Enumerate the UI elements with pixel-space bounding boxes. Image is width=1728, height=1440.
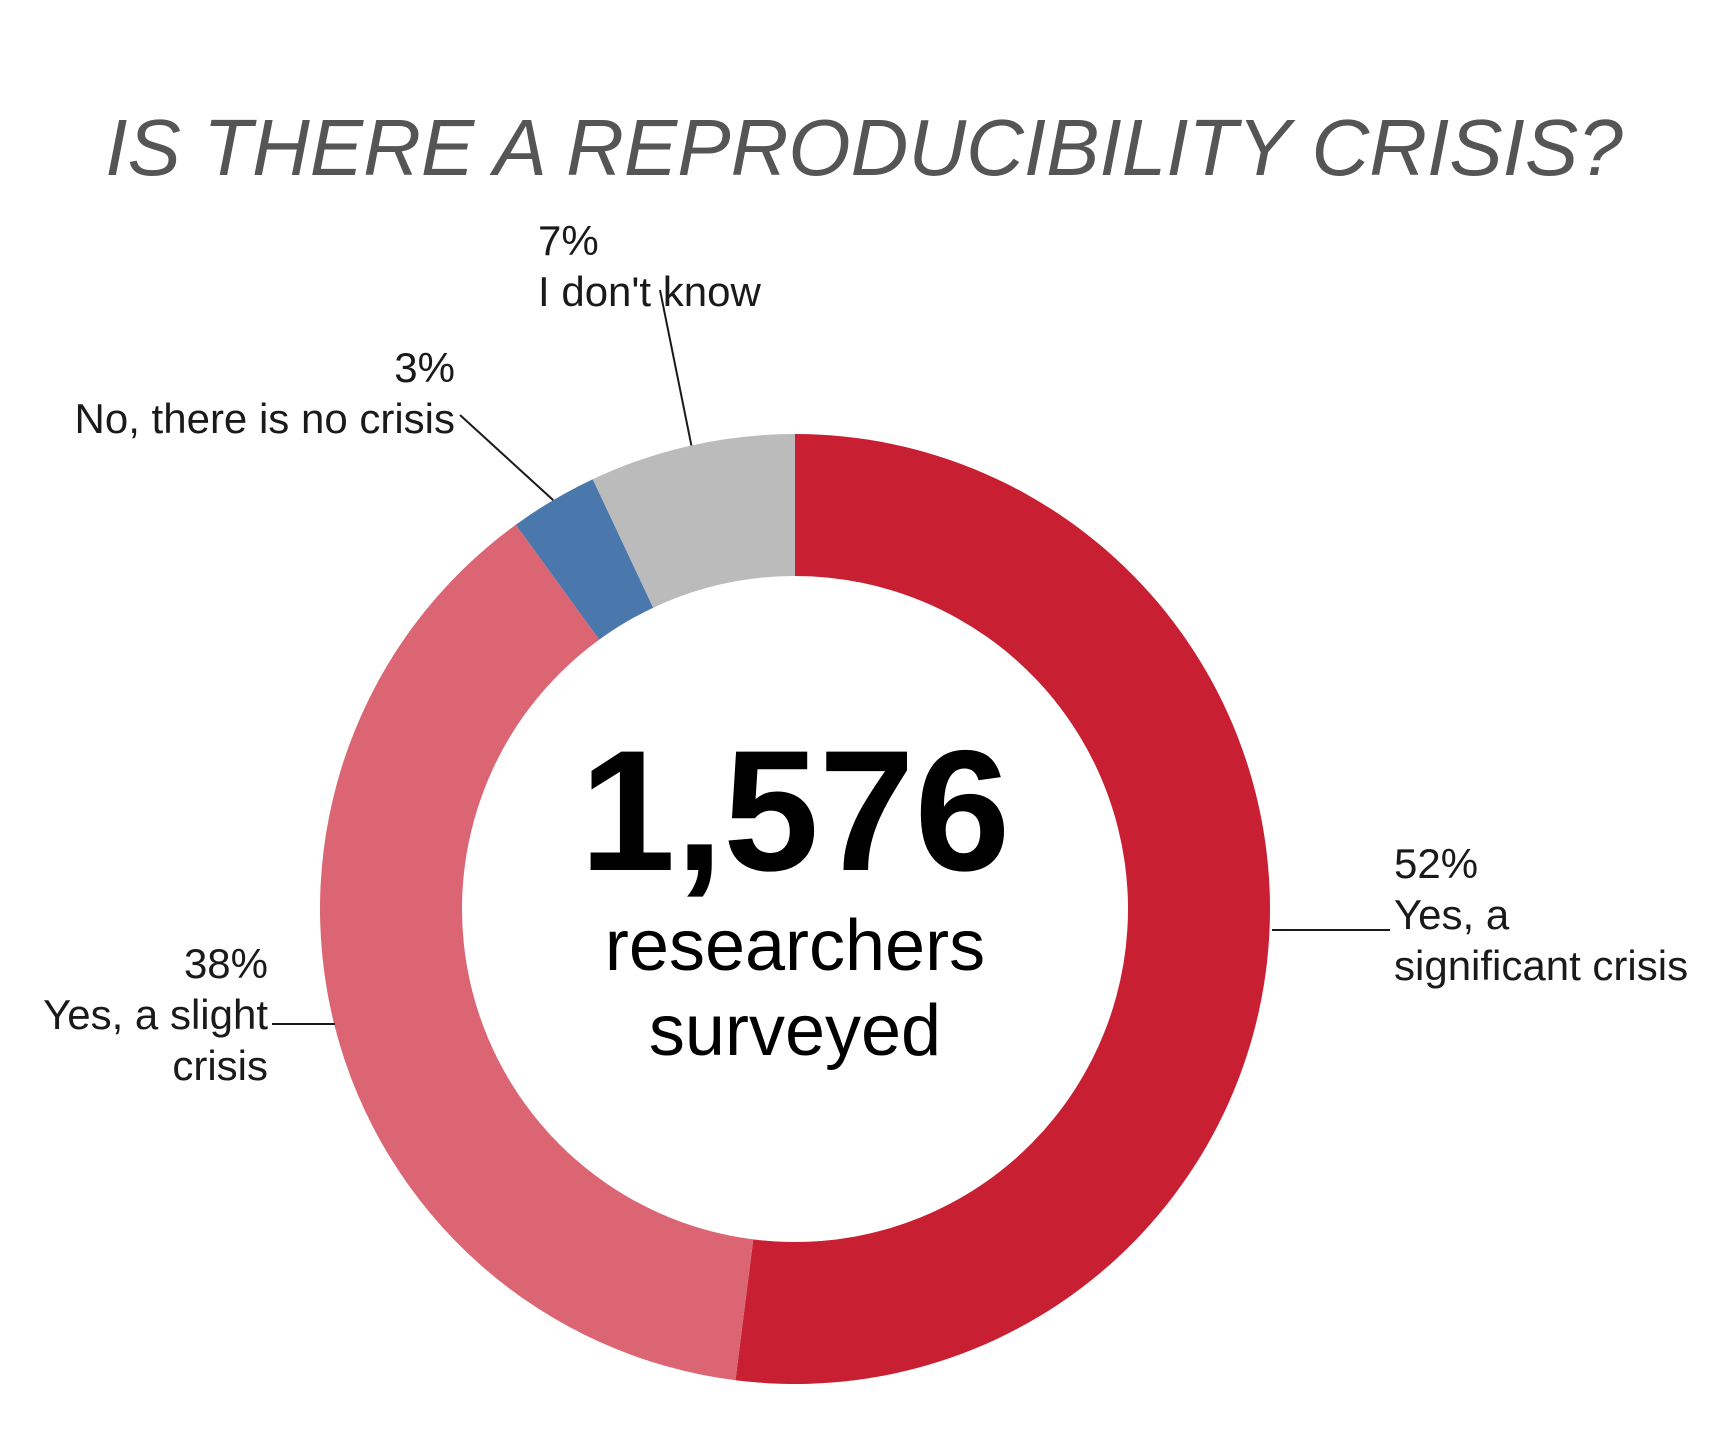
- slice-name-label-no-crisis: No, there is no crisis: [75, 395, 455, 442]
- slice-slight-crisis: [319, 524, 754, 1381]
- slice-name-label-significant-crisis: significant crisis: [1394, 942, 1688, 989]
- slice-dont-know: [592, 434, 795, 608]
- label-leader-lines: [272, 289, 1390, 1025]
- slice-pct-label-significant-crisis: 52%: [1394, 840, 1478, 887]
- slice-name-label-significant-crisis: Yes, a: [1394, 891, 1510, 938]
- slice-pct-label-dont-know: 7%: [538, 217, 599, 264]
- slice-pct-label-slight-crisis: 38%: [184, 940, 268, 987]
- center-number: 1,576: [580, 715, 1010, 907]
- slice-no-crisis: [515, 479, 654, 640]
- leader-line-dont-know: [659, 289, 693, 446]
- slice-name-label-dont-know: I don't know: [538, 268, 761, 315]
- leader-line-no-crisis: [459, 414, 554, 501]
- slice-name-label-slight-crisis: Yes, a slight: [43, 991, 268, 1038]
- slice-pct-label-no-crisis: 3%: [394, 344, 455, 391]
- chart-title: IS THERE A REPRODUCIBILITY CRISIS?: [105, 103, 1623, 192]
- slice-name-label-slight-crisis: crisis: [172, 1042, 268, 1089]
- donut-slices: [319, 434, 1270, 1384]
- center-line-2: surveyed: [649, 991, 941, 1071]
- center-line-1: researchers: [605, 906, 985, 986]
- slice-significant-crisis: [735, 434, 1270, 1384]
